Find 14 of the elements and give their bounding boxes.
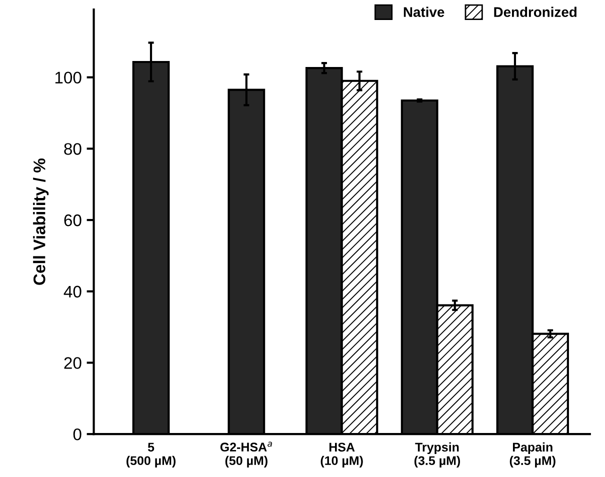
x-tick-label: HSA (10 µM) xyxy=(320,442,363,468)
y-tick-label: 0 xyxy=(73,428,82,440)
legend-label: Native xyxy=(404,6,444,17)
y-axis-title: Cell Viability / % xyxy=(33,158,49,285)
y-tick-label: 40 xyxy=(64,286,82,298)
y-tick-label: 80 xyxy=(64,143,82,155)
x-tick-label: G2-HSA$^{a}$ (50 µM) xyxy=(220,442,272,468)
x-tick-label: Trypsin (3.5 µM) xyxy=(414,442,460,468)
y-tick-label: 100 xyxy=(55,72,82,84)
y-tick-label: 60 xyxy=(64,214,82,226)
y-tick-label: 20 xyxy=(64,357,82,369)
x-tick-label: 5 (500 µM) xyxy=(126,442,176,468)
legend-label: Dendronized xyxy=(494,6,576,17)
x-tick-label: Papain (3.5 µM) xyxy=(510,442,556,468)
